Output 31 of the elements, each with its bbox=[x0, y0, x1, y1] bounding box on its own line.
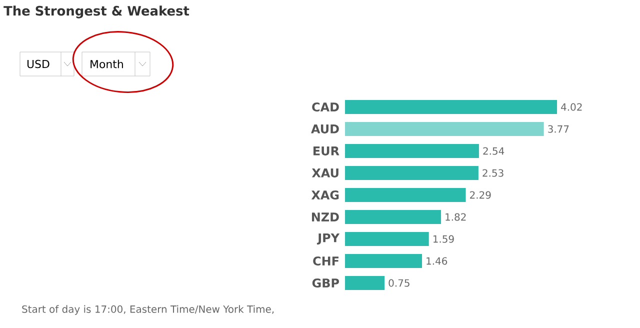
data-label: 1.59 bbox=[433, 235, 454, 243]
data-label: 3.77 bbox=[548, 125, 569, 133]
y-tick-label: XAU bbox=[312, 168, 338, 178]
y-tick-label: CHF bbox=[313, 256, 338, 266]
bar bbox=[345, 232, 429, 246]
y-tick-label: NZD bbox=[312, 212, 339, 222]
text: The Strongest & Weakest bbox=[4, 6, 190, 18]
bar bbox=[345, 254, 422, 268]
data-label: 4.02 bbox=[561, 103, 582, 111]
data-label: 2.54 bbox=[483, 147, 504, 155]
text: Start of day is 17:00, Eastern Time/New York Time, bbox=[22, 305, 274, 315]
bar bbox=[345, 166, 478, 180]
bar bbox=[345, 122, 544, 136]
bar bbox=[345, 210, 441, 224]
data-label: 2.53 bbox=[482, 169, 504, 177]
bar bbox=[345, 144, 479, 158]
data-label: 1.46 bbox=[426, 257, 448, 265]
y-tick-label: GBP bbox=[312, 278, 339, 288]
data-label: 2.29 bbox=[470, 191, 491, 199]
y-tick-label: AUD bbox=[311, 124, 339, 134]
bar bbox=[345, 188, 466, 202]
y-tick-label: EUR bbox=[314, 146, 340, 156]
data-label: 0.75 bbox=[388, 279, 410, 287]
y-tick-label: CAD bbox=[312, 102, 339, 112]
y-tick-label: JPY bbox=[316, 233, 340, 245]
data-label: 1.82 bbox=[446, 213, 466, 221]
bar bbox=[345, 276, 385, 290]
text: USD bbox=[27, 60, 50, 68]
text: Month bbox=[90, 60, 123, 68]
y-tick-label: XAG bbox=[311, 190, 339, 200]
bar bbox=[345, 100, 558, 114]
